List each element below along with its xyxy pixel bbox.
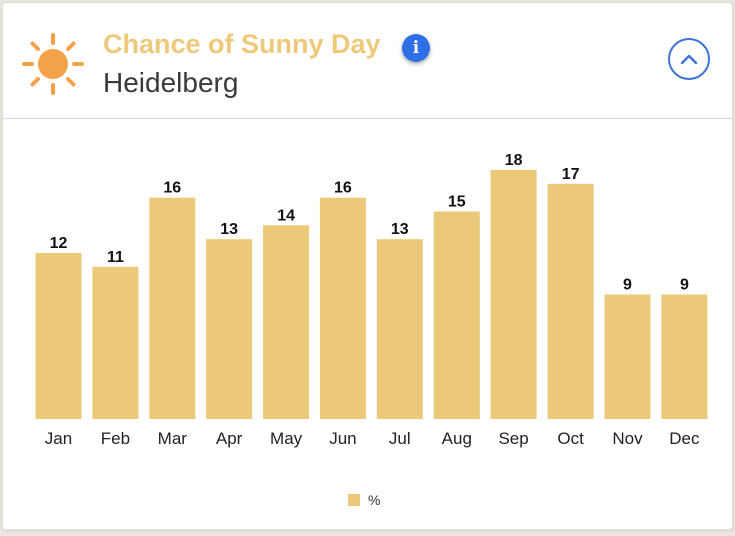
data-label-nov: 9 — [623, 277, 632, 294]
x-tick-dec: Dec — [669, 429, 700, 448]
data-label-jun: 16 — [334, 180, 352, 197]
bar-feb[interactable] — [92, 266, 139, 419]
bar-may[interactable] — [263, 225, 310, 419]
x-tick-feb: Feb — [101, 429, 130, 448]
bar-aug[interactable] — [433, 211, 480, 420]
info-glyph: i — [412, 38, 420, 58]
data-label-dec: 9 — [680, 277, 689, 294]
chart-legend[interactable]: % — [348, 492, 380, 508]
legend-label: % — [368, 492, 381, 508]
x-tick-oct: Oct — [557, 429, 584, 448]
x-tick-nov: Nov — [612, 429, 643, 448]
x-tick-may: May — [270, 429, 303, 448]
bar-chart: 12 Jan 11 Feb 16 Mar 13 Apr 14 May 16 Jun 13 Jul 15 Aug… — [35, 152, 708, 448]
data-label-sep: 18 — [505, 152, 523, 169]
bar-sep[interactable] — [490, 170, 537, 419]
data-label-jan: 12 — [50, 235, 68, 252]
card-title: Chance of Sunny Day — [103, 29, 381, 59]
card-header: Chance of Sunny Day Heidelberg i — [3, 3, 732, 119]
x-tick-jun: Jun — [329, 429, 356, 448]
collapse-button[interactable] — [668, 38, 710, 80]
x-tick-apr: Apr — [216, 429, 243, 448]
data-label-feb: 11 — [107, 249, 124, 266]
data-label-oct: 17 — [562, 166, 580, 183]
sun-icon — [22, 33, 84, 95]
data-label-aug: 15 — [448, 194, 466, 211]
x-tick-jul: Jul — [389, 429, 411, 448]
bar-jan[interactable] — [35, 253, 82, 419]
x-tick-mar: Mar — [158, 429, 188, 448]
x-tick-aug: Aug — [442, 429, 472, 448]
data-label-mar: 16 — [163, 180, 181, 197]
bar-nov[interactable] — [604, 294, 651, 420]
data-label-apr: 13 — [220, 221, 238, 238]
bar-dec[interactable] — [661, 294, 708, 420]
chevron-up-icon — [680, 54, 698, 65]
weather-card: Chance of Sunny Day Heidelberg i 12 Jan 11… — [2, 2, 733, 530]
location-name: Heidelberg — [103, 67, 239, 98]
data-label-may: 14 — [277, 207, 295, 224]
data-label-jul: 13 — [391, 221, 409, 238]
info-icon[interactable]: i — [402, 34, 430, 62]
bar-jun[interactable] — [319, 197, 366, 419]
bar-oct[interactable] — [547, 183, 594, 419]
bar-mar[interactable] — [149, 197, 196, 419]
bar-apr[interactable] — [206, 239, 253, 419]
x-tick-sep: Sep — [498, 429, 528, 448]
bar-jul[interactable] — [376, 239, 423, 419]
legend-swatch — [348, 494, 360, 506]
x-tick-jan: Jan — [45, 429, 72, 448]
